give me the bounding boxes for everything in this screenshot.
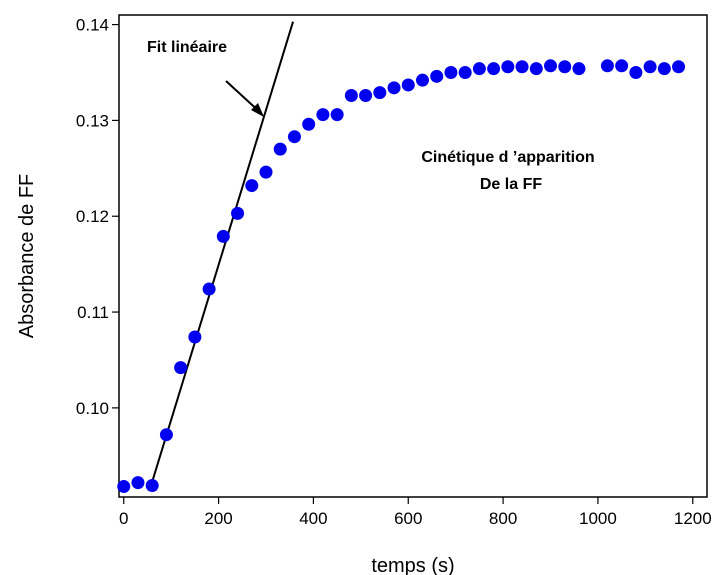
data-point [202,282,216,296]
y-tick-label: 0.10 [76,399,109,418]
annotation-kinetics-line2: De la FF [480,176,542,193]
data-point [216,229,230,243]
data-point [515,60,529,74]
plot-frame [118,14,708,498]
data-point [444,65,458,79]
data-point [472,62,486,76]
data-point [145,479,159,493]
data-points [117,59,686,493]
data-point [259,165,273,179]
data-point [188,330,202,344]
annotation-arrow-head [251,103,264,117]
data-point [558,60,572,74]
fit-line-group [149,21,294,487]
data-point [629,65,643,79]
x-tick-label: 200 [204,509,232,528]
annotation-fit-label: Fit linéaire [147,39,227,56]
data-point [159,428,173,442]
data-point [287,130,301,144]
data-point [430,69,444,83]
data-point [387,81,401,95]
data-point [373,86,387,100]
y-tick-label: 0.11 [77,303,109,322]
data-point [529,62,543,76]
y-axis: 0.10 0.11 0.12 0.13 0.14 [76,16,119,418]
x-axis-title: temps (s) [371,555,454,575]
data-point [359,88,373,102]
plot-border [118,14,708,498]
data-point [231,206,245,220]
annotation-kinetics-line1: Cinétique d ’apparition [421,149,594,166]
x-tick-label: 800 [489,509,517,528]
x-tick-label: 400 [299,509,327,528]
x-tick-label: 1000 [579,509,617,528]
data-point [572,62,586,76]
data-point [273,142,287,156]
data-point [302,117,316,131]
data-point [330,108,344,122]
data-point [174,361,188,375]
data-point [657,62,671,76]
data-point [316,108,330,122]
fit-line [149,21,294,487]
y-tick-label: 0.12 [76,207,109,226]
data-point [344,88,358,102]
data-point [544,59,558,73]
data-point [131,476,145,490]
data-point [600,59,614,73]
x-tick-label: 0 [119,509,128,528]
data-point [501,60,515,74]
data-point [458,65,472,79]
data-point [415,73,429,87]
data-point [615,59,629,73]
data-point [245,179,259,193]
x-axis: 0 200 400 600 800 1000 1200 [119,497,712,528]
x-tick-label: 600 [394,509,422,528]
y-tick-label: 0.13 [76,111,109,130]
x-tick-label: 1200 [674,509,712,528]
data-point [117,479,131,493]
data-point [401,78,415,92]
annotations: Fit linéaire Cinétique d ’apparition De … [147,39,595,193]
data-point [487,62,501,76]
data-point [643,60,657,74]
y-axis-title: Absorbance de FF [16,174,38,339]
y-tick-label: 0.14 [76,16,109,35]
data-point [672,60,686,74]
